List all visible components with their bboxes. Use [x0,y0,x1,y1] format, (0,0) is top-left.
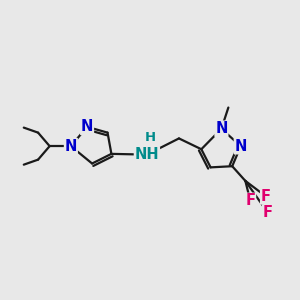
Text: N: N [81,119,93,134]
Text: F: F [261,189,271,204]
Text: H: H [145,131,156,144]
Text: N: N [65,139,77,154]
Text: F: F [263,205,273,220]
Text: N: N [215,121,228,136]
Text: F: F [245,194,255,208]
Text: NH: NH [135,147,159,162]
Text: N: N [235,139,247,154]
